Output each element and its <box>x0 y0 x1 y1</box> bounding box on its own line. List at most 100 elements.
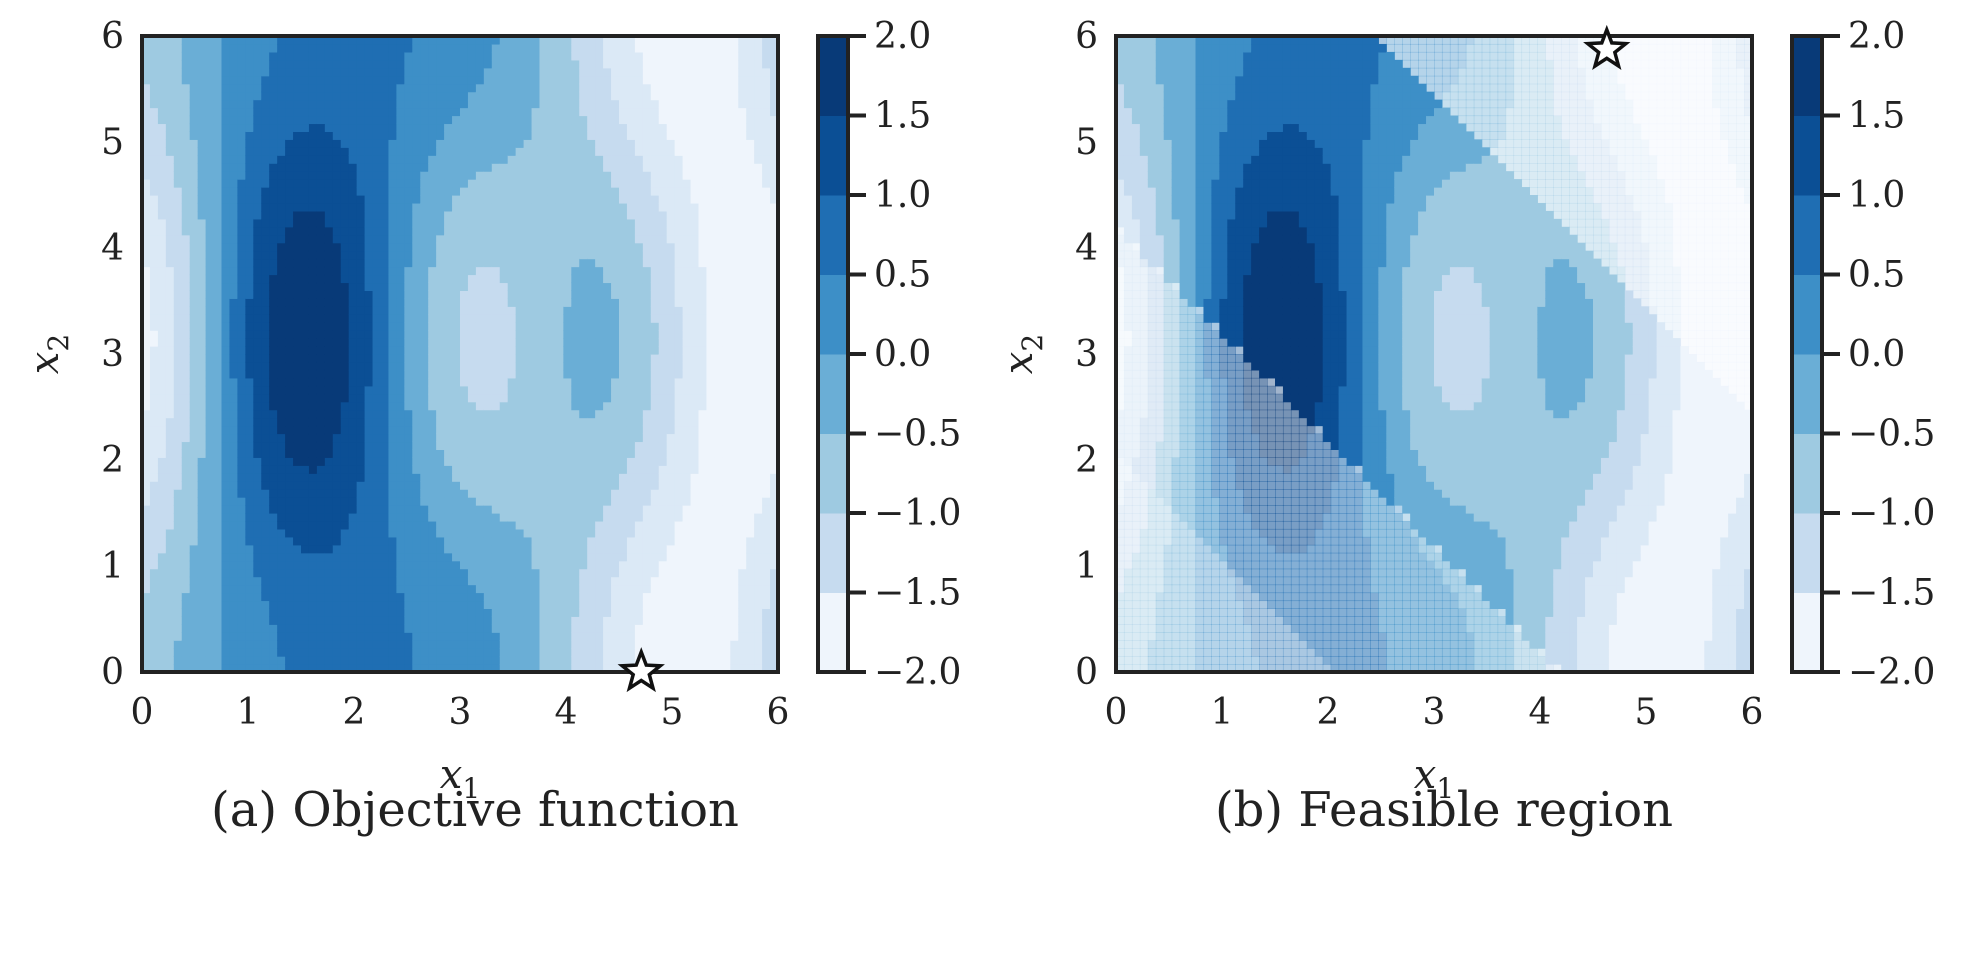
contour-cell <box>436 155 445 164</box>
contour-cell <box>404 91 413 101</box>
contour-cell <box>308 258 318 268</box>
contour-cell <box>173 481 183 490</box>
contour-cell <box>229 513 238 522</box>
contour-cell <box>444 210 453 220</box>
contour-cell <box>181 425 191 435</box>
contour-cell <box>412 179 421 188</box>
contour-cell <box>611 505 620 514</box>
contour-cell <box>332 75 342 85</box>
contour-cell <box>428 473 437 482</box>
contour-cell <box>436 298 445 307</box>
contour-cell <box>213 155 223 164</box>
contour-cell <box>523 314 533 323</box>
contour-cell <box>388 330 397 339</box>
contour-cell <box>436 99 445 109</box>
contour-cell <box>444 377 453 387</box>
contour-cell <box>404 179 413 188</box>
contour-cell <box>444 544 453 554</box>
contour-cell <box>595 592 604 602</box>
contour-cell <box>428 449 437 458</box>
contour-cell <box>523 322 533 331</box>
contour-cell <box>372 497 382 506</box>
contour-cell <box>611 139 620 148</box>
contour-cell <box>460 354 469 363</box>
contour-cell <box>579 457 588 466</box>
contour-cell <box>555 195 564 204</box>
contour-cell <box>293 354 302 363</box>
contour-cell <box>460 393 469 403</box>
contour-cell <box>372 107 382 117</box>
contour-cell <box>619 147 628 156</box>
contour-cell <box>539 449 549 458</box>
contour-cell <box>157 171 167 180</box>
contour-cell <box>173 322 183 331</box>
contour-cell <box>316 377 326 387</box>
contour-cell <box>301 536 310 546</box>
contour-cell <box>555 417 564 427</box>
contour-cell <box>420 656 429 665</box>
contour-cell <box>483 552 493 562</box>
contour-cell <box>452 115 461 125</box>
contour-cell <box>611 481 620 490</box>
contour-cell <box>611 497 620 506</box>
contour-cell <box>531 202 541 212</box>
contour-cell <box>340 568 350 578</box>
contour-cell <box>388 441 397 450</box>
contour-cell <box>142 497 151 506</box>
contour-cell <box>356 210 366 220</box>
contour-cell <box>157 385 167 395</box>
contour-cell <box>626 266 636 276</box>
contour-cell <box>316 258 326 268</box>
contour-cell <box>428 226 437 236</box>
contour-cell <box>221 258 231 268</box>
contour-cell <box>404 290 413 299</box>
contour-cell <box>324 648 334 657</box>
contour-cell <box>547 377 556 387</box>
contour-cell <box>348 107 358 117</box>
contour-cell <box>324 624 334 633</box>
contour-cell <box>316 147 326 156</box>
contour-cell <box>507 163 517 172</box>
contour-cell <box>181 449 191 458</box>
contour-cell <box>332 465 342 474</box>
contour-cell <box>563 369 572 379</box>
contour-cell <box>316 505 326 514</box>
contour-cell <box>515 195 525 204</box>
contour-cell <box>579 433 588 443</box>
contour-cell <box>531 377 541 387</box>
contour-cell <box>547 155 556 164</box>
contour-cell <box>301 528 310 538</box>
contour-cell <box>531 608 541 617</box>
contour-cell <box>507 465 517 474</box>
contour-cell <box>221 489 231 498</box>
contour-cell <box>372 282 382 291</box>
contour-cell <box>364 179 374 188</box>
contour-cell <box>181 393 191 403</box>
contour-cell <box>412 67 421 77</box>
contour-cell <box>229 147 238 156</box>
contour-cell <box>460 274 469 284</box>
contour-cell <box>237 640 246 649</box>
contour-cell <box>269 91 278 101</box>
contour-cell <box>149 75 159 85</box>
contour-cell <box>396 306 405 315</box>
contour-cell <box>149 401 159 411</box>
contour-cell <box>205 258 215 268</box>
contour-cell <box>165 354 175 363</box>
contour-cell <box>364 282 374 291</box>
contour-cell <box>555 155 564 164</box>
contour-cell <box>221 608 231 617</box>
contour-cell <box>348 664 358 673</box>
contour-cell <box>571 282 580 291</box>
contour-cell <box>587 75 596 85</box>
contour-cell <box>380 258 390 268</box>
contour-cell <box>539 433 549 443</box>
contour-cell <box>308 195 318 204</box>
contour-cell <box>237 441 246 450</box>
contour-cell <box>452 449 461 458</box>
contour-cell <box>293 258 302 268</box>
contour-cell <box>555 656 564 665</box>
contour-cell <box>173 608 183 617</box>
contour-cell <box>356 632 366 641</box>
contour-cell <box>340 51 350 61</box>
